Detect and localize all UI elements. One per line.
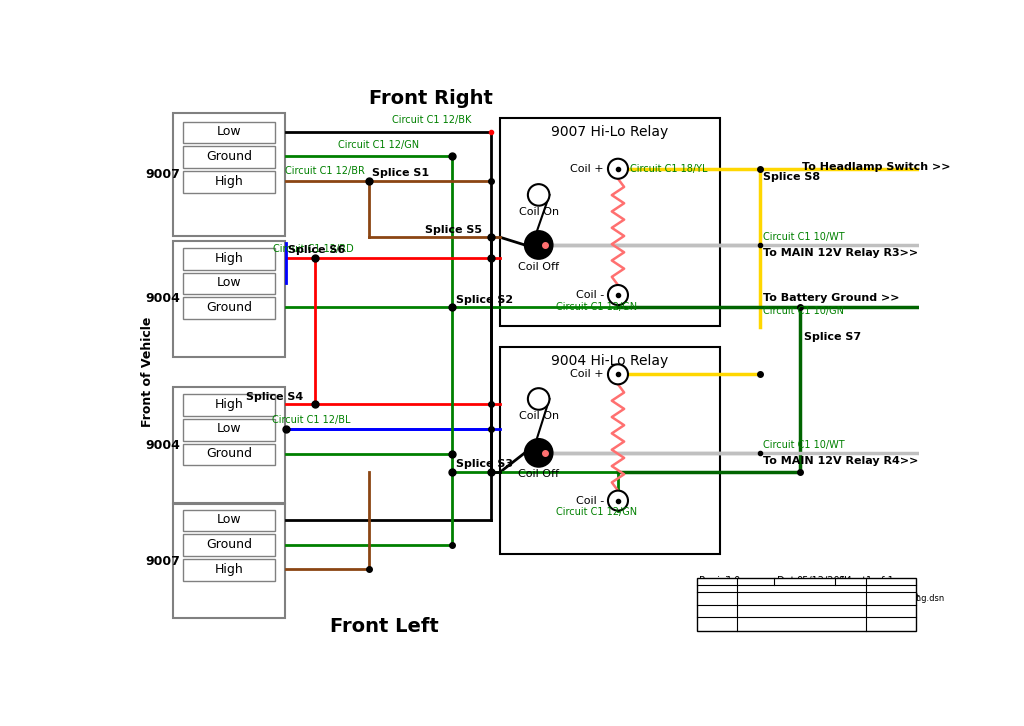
Text: 9004: 9004 — [145, 293, 180, 306]
Text: Ground: Ground — [206, 447, 252, 460]
Text: High: High — [215, 563, 244, 576]
FancyBboxPatch shape — [173, 241, 285, 356]
Text: Coil On: Coil On — [518, 207, 559, 217]
Text: Quad-beam Headlight Wiring: Quad-beam Headlight Wiring — [739, 617, 882, 627]
FancyBboxPatch shape — [183, 147, 275, 168]
Text: Coil +: Coil + — [570, 370, 604, 379]
Text: Circuit C1 10/WT: Circuit C1 10/WT — [763, 440, 845, 450]
Text: High: High — [215, 398, 244, 411]
Text: Coil Off: Coil Off — [518, 470, 559, 479]
Text: Revision: Revision — [698, 576, 739, 587]
Circle shape — [528, 184, 550, 205]
Text: Circuit C1 12/RD: Circuit C1 12/RD — [273, 244, 353, 254]
Text: Author: Author — [698, 605, 732, 616]
Text: Circuit C1 12/GN: Circuit C1 12/GN — [556, 507, 638, 517]
Text: 9007: 9007 — [145, 555, 180, 568]
FancyBboxPatch shape — [183, 419, 275, 441]
Text: Circuit C1 12/GN: Circuit C1 12/GN — [339, 140, 420, 150]
Text: To MAIN 12V Relay R4>>: To MAIN 12V Relay R4>> — [763, 456, 919, 465]
Text: File: File — [698, 593, 715, 603]
Text: Splice S1: Splice S1 — [373, 168, 429, 179]
Text: Document: Document — [869, 593, 920, 603]
Text: (C) Copyright 2014. All rights reserved.: (C) Copyright 2014. All rights reserved. — [739, 601, 905, 610]
Text: Coil +: Coil + — [570, 164, 604, 174]
FancyBboxPatch shape — [173, 388, 285, 503]
Text: Splice S3: Splice S3 — [456, 460, 512, 470]
Text: Circuit C1 18/YL: Circuit C1 18/YL — [631, 164, 708, 174]
Circle shape — [528, 388, 550, 409]
Text: Front Left: Front Left — [331, 616, 439, 636]
Text: Front Right: Front Right — [369, 89, 493, 108]
Text: 9007: 9007 — [145, 168, 180, 181]
Text: Splice S4: Splice S4 — [246, 391, 303, 401]
Text: Circuit C1 12/BL: Circuit C1 12/BL — [272, 415, 351, 425]
FancyBboxPatch shape — [183, 171, 275, 192]
Circle shape — [608, 159, 628, 179]
FancyBboxPatch shape — [500, 347, 720, 554]
FancyBboxPatch shape — [173, 113, 285, 236]
Text: 05/12/2014: 05/12/2014 — [797, 576, 853, 587]
Text: Splice S2: Splice S2 — [456, 295, 513, 305]
FancyBboxPatch shape — [183, 559, 275, 581]
Text: ge_Ram_W1500HD_Custom\HeadlightWiring.dsn: ge_Ram_W1500HD_Custom\HeadlightWiring.ds… — [739, 594, 945, 603]
Text: Circuit C1 12/BR: Circuit C1 12/BR — [285, 166, 365, 176]
Text: Title: Title — [698, 617, 720, 627]
Text: To Headlamp Switch >>: To Headlamp Switch >> — [802, 162, 950, 172]
Text: Splice S5: Splice S5 — [425, 224, 481, 234]
FancyBboxPatch shape — [696, 579, 915, 631]
Text: Low: Low — [217, 276, 242, 289]
Circle shape — [525, 439, 553, 467]
Circle shape — [608, 491, 628, 510]
FancyBboxPatch shape — [183, 298, 275, 319]
Text: 1.0: 1.0 — [726, 576, 741, 587]
Text: Date: Date — [777, 576, 801, 587]
Text: Splice S7: Splice S7 — [804, 332, 860, 342]
FancyBboxPatch shape — [183, 394, 275, 416]
Text: Coil -: Coil - — [575, 290, 604, 300]
Text: High: High — [215, 252, 244, 264]
FancyBboxPatch shape — [183, 248, 275, 269]
Text: Circuit C1 10/GN: Circuit C1 10/GN — [763, 306, 844, 317]
FancyBboxPatch shape — [500, 118, 720, 326]
Text: Coil Off: Coil Off — [518, 261, 559, 272]
Text: Ground: Ground — [206, 538, 252, 551]
FancyBboxPatch shape — [183, 122, 275, 143]
FancyBboxPatch shape — [183, 273, 275, 294]
Text: Ground: Ground — [206, 150, 252, 163]
Text: Low: Low — [217, 423, 242, 436]
Text: 9007 Hi-Lo Relay: 9007 Hi-Lo Relay — [551, 125, 669, 139]
Text: Circuit C1 10/WT: Circuit C1 10/WT — [763, 232, 845, 242]
Circle shape — [608, 364, 628, 384]
FancyBboxPatch shape — [173, 505, 285, 619]
Text: Circuit C1 12/GN: Circuit C1 12/GN — [556, 301, 638, 311]
Text: To Battery Ground >>: To Battery Ground >> — [763, 293, 899, 303]
Circle shape — [608, 285, 628, 305]
Text: 9004 Hi-Lo Relay: 9004 Hi-Lo Relay — [551, 354, 669, 368]
Text: Keagan Winterthieme: Keagan Winterthieme — [739, 607, 846, 617]
Text: Coil -: Coil - — [575, 496, 604, 505]
Text: Splice S8: Splice S8 — [763, 172, 820, 182]
Text: 1 of 1: 1 of 1 — [866, 576, 894, 587]
Text: Coil On: Coil On — [518, 411, 559, 421]
Text: Front of Vehicle: Front of Vehicle — [141, 317, 154, 427]
Text: Circuit C1 12/BK: Circuit C1 12/BK — [392, 115, 472, 125]
Text: 9004: 9004 — [145, 439, 180, 452]
Text: Low: Low — [217, 126, 242, 138]
Text: To MAIN 12V Relay R3>>: To MAIN 12V Relay R3>> — [763, 248, 918, 258]
FancyBboxPatch shape — [183, 510, 275, 531]
Text: Splice S6: Splice S6 — [288, 245, 345, 256]
FancyBboxPatch shape — [183, 534, 275, 556]
Text: Sheets: Sheets — [839, 576, 871, 587]
Text: Ground: Ground — [206, 301, 252, 314]
FancyBboxPatch shape — [183, 444, 275, 465]
Text: High: High — [215, 174, 244, 187]
Text: Low: Low — [217, 513, 242, 526]
Circle shape — [525, 231, 553, 259]
